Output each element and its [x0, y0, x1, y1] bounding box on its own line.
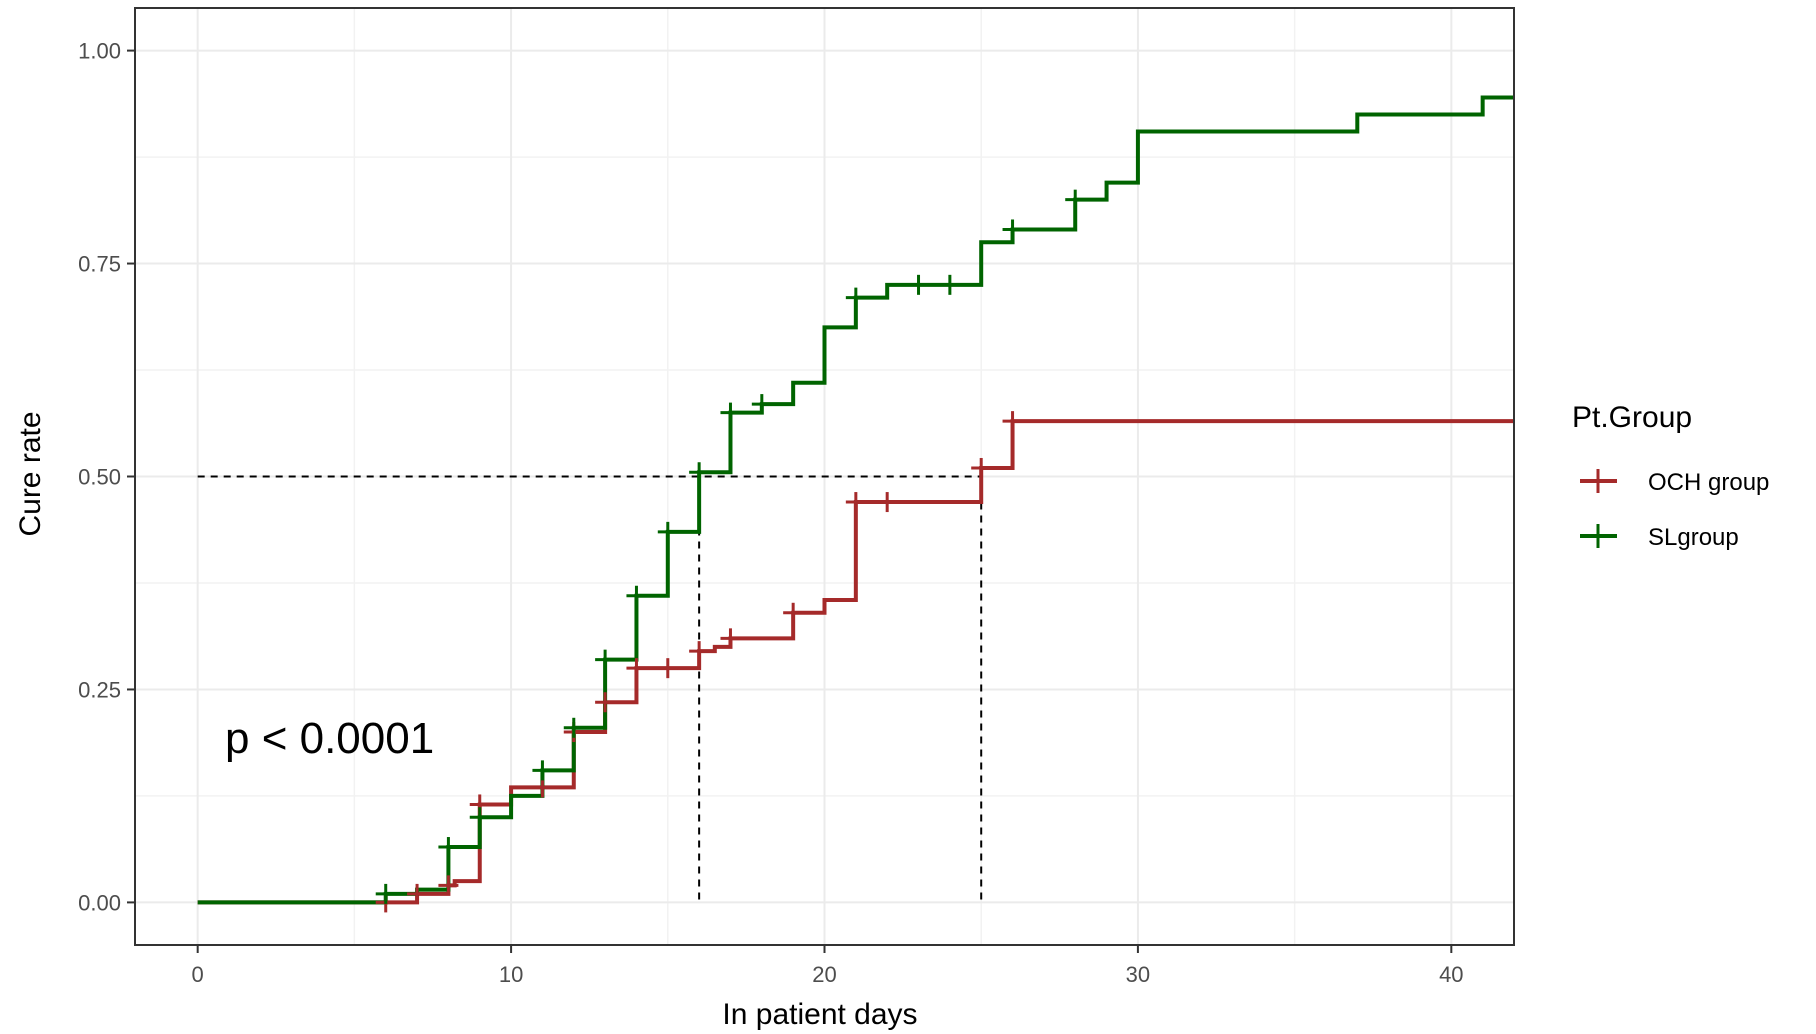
- censor-mark-1: [1065, 189, 1086, 210]
- censor-mark-0: [626, 658, 647, 679]
- censor-mark-1: [908, 274, 929, 295]
- censor-mark-0: [532, 777, 553, 798]
- censor-mark-1: [375, 883, 396, 904]
- censor-mark-1: [595, 649, 616, 670]
- censor-mark-1: [469, 807, 490, 828]
- y-axis-title: Cure rate: [14, 411, 47, 536]
- censor-mark-1: [689, 462, 710, 483]
- y-tick-label: 0.75: [78, 252, 121, 277]
- legend-och-label: OCH group: [1648, 469, 1769, 496]
- censor-mark-1: [845, 287, 866, 308]
- censor-mark-0: [877, 492, 898, 513]
- censor-mark-0: [971, 457, 992, 478]
- x-tick-label: 10: [499, 962, 523, 987]
- legend-item-och: OCH group: [1580, 469, 1769, 496]
- censor-mark-1: [751, 394, 772, 415]
- median-lines: [197, 475, 983, 903]
- legend-title: Pt.Group: [1572, 401, 1692, 434]
- y-tick-label: 1.00: [78, 39, 121, 64]
- censor-mark-0: [1002, 411, 1023, 432]
- censor-mark-1: [1002, 219, 1023, 240]
- x-tick-label: 40: [1439, 962, 1463, 987]
- censor-mark-0: [783, 602, 804, 623]
- censor-mark-1: [626, 585, 647, 606]
- legend-sl-label: SLgroup: [1648, 524, 1739, 551]
- censor-mark-1: [720, 402, 741, 423]
- censor-mark-1: [438, 837, 459, 858]
- x-axis-title: In patient days: [722, 998, 917, 1031]
- censor-mark-1: [563, 717, 584, 738]
- p-value-annotation: p < 0.0001: [225, 714, 434, 763]
- censor-mark-1: [657, 521, 678, 542]
- censor-marks: [375, 189, 1086, 913]
- x-axis-ticks: 0 10 20 30 40: [192, 945, 1464, 987]
- censor-mark-0: [657, 658, 678, 679]
- y-tick-label: 0.50: [78, 465, 121, 490]
- censor-mark-0: [407, 883, 428, 904]
- x-tick-label: 30: [1126, 962, 1150, 987]
- censor-mark-0: [720, 628, 741, 649]
- y-axis-ticks: 0.00 0.25 0.50 0.75 1.00: [78, 39, 135, 915]
- y-tick-label: 0.00: [78, 890, 121, 915]
- y-tick-label: 0.25: [78, 677, 121, 702]
- censor-mark-0: [438, 875, 459, 896]
- censor-mark-1: [939, 274, 960, 295]
- x-tick-label: 20: [812, 962, 836, 987]
- x-tick-label: 0: [192, 962, 204, 987]
- legend: Pt.Group OCH group SLgroup: [1572, 401, 1769, 551]
- censor-mark-0: [845, 492, 866, 513]
- legend-item-sl: SLgroup: [1580, 524, 1739, 551]
- censor-mark-0: [689, 641, 710, 662]
- censor-mark-0: [595, 692, 616, 713]
- censor-mark-1: [532, 760, 553, 781]
